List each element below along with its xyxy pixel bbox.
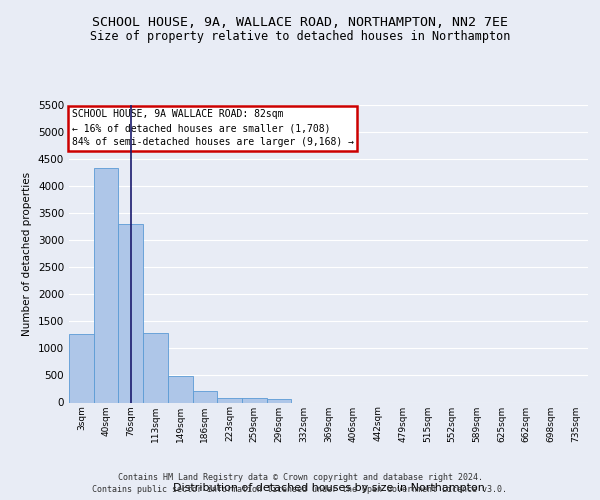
X-axis label: Distribution of detached houses by size in Northampton: Distribution of detached houses by size … [173,484,484,494]
Bar [143,334,168,402]
Bar [242,398,267,402]
Bar [94,168,118,402]
Text: SCHOOL HOUSE, 9A, WALLACE ROAD, NORTHAMPTON, NN2 7EE: SCHOOL HOUSE, 9A, WALLACE ROAD, NORTHAMP… [92,16,508,29]
Text: Size of property relative to detached houses in Northampton: Size of property relative to detached ho… [90,30,510,43]
Text: Contains HM Land Registry data © Crown copyright and database right 2024.
Contai: Contains HM Land Registry data © Crown c… [92,473,508,494]
Bar [118,224,143,402]
Bar [69,334,94,402]
Bar [267,400,292,402]
Bar [217,398,242,402]
Y-axis label: Number of detached properties: Number of detached properties [22,172,32,336]
Bar [193,391,217,402]
Text: SCHOOL HOUSE, 9A WALLACE ROAD: 82sqm
← 16% of detached houses are smaller (1,708: SCHOOL HOUSE, 9A WALLACE ROAD: 82sqm ← 1… [71,110,353,148]
Bar [168,376,193,402]
